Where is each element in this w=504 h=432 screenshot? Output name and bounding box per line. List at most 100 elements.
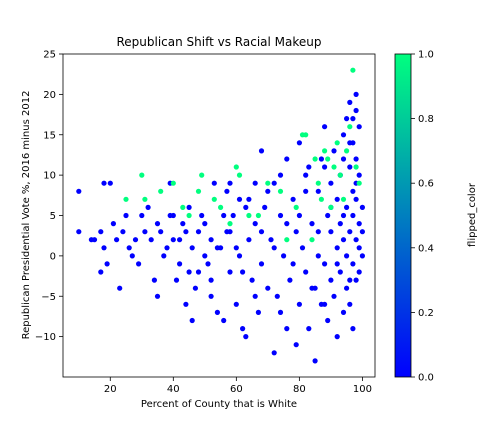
data-point bbox=[183, 301, 189, 307]
data-point bbox=[350, 116, 356, 122]
y-tick-label: 0 bbox=[50, 251, 56, 262]
data-point bbox=[328, 229, 334, 235]
data-point bbox=[271, 245, 277, 251]
data-point bbox=[315, 180, 321, 186]
data-point bbox=[252, 221, 258, 227]
data-point bbox=[353, 196, 359, 202]
data-point bbox=[350, 212, 356, 219]
y-tick-label: 10 bbox=[43, 171, 56, 182]
data-point bbox=[265, 285, 271, 291]
colorbar-tick-label: 0.2 bbox=[418, 308, 434, 319]
data-point bbox=[199, 172, 205, 178]
data-point bbox=[236, 196, 243, 202]
x-tick-label: 60 bbox=[230, 384, 243, 395]
data-point bbox=[353, 156, 359, 162]
colorbar-tick-label: 0.0 bbox=[418, 373, 434, 384]
data-point bbox=[110, 221, 116, 227]
data-point bbox=[334, 140, 340, 146]
data-point bbox=[76, 188, 82, 194]
y-axis-label: Republican Presidential Vote %, 2016 min… bbox=[21, 91, 32, 340]
data-point bbox=[284, 237, 290, 243]
data-point bbox=[356, 221, 362, 227]
data-point bbox=[139, 212, 145, 219]
data-point bbox=[240, 326, 246, 332]
data-point bbox=[284, 221, 290, 227]
data-point bbox=[331, 148, 337, 154]
data-point bbox=[136, 261, 142, 267]
data-point bbox=[277, 172, 284, 178]
data-point bbox=[334, 196, 340, 202]
data-point bbox=[303, 188, 309, 194]
data-point bbox=[208, 237, 214, 243]
y-tick-label: −5 bbox=[41, 292, 56, 303]
colorbar-frame bbox=[394, 53, 412, 378]
data-point bbox=[158, 229, 164, 235]
data-point bbox=[186, 204, 192, 210]
data-point bbox=[277, 212, 284, 219]
data-point bbox=[91, 237, 98, 243]
data-point bbox=[214, 245, 220, 251]
data-point bbox=[186, 212, 192, 219]
x-axis: 20 40 60 80 100 bbox=[104, 377, 372, 395]
data-point bbox=[356, 172, 362, 178]
data-point bbox=[258, 261, 265, 267]
y-tick-label: −10 bbox=[35, 332, 56, 343]
data-point bbox=[177, 237, 183, 243]
data-point bbox=[183, 229, 189, 235]
data-point bbox=[350, 67, 356, 73]
colorbar bbox=[395, 54, 411, 377]
data-point bbox=[322, 124, 328, 130]
data-point bbox=[309, 285, 315, 291]
data-point bbox=[164, 245, 170, 251]
data-point bbox=[340, 212, 347, 219]
data-point bbox=[170, 237, 176, 243]
data-point bbox=[296, 140, 302, 146]
data-point bbox=[344, 204, 350, 210]
data-point bbox=[337, 221, 343, 227]
data-point bbox=[328, 180, 334, 186]
data-point bbox=[344, 148, 350, 154]
data-point bbox=[309, 237, 315, 243]
x-axis-label: Percent of County that is White bbox=[141, 399, 297, 410]
y-tick-label: 20 bbox=[43, 90, 56, 101]
data-point bbox=[208, 277, 214, 283]
data-point bbox=[123, 196, 129, 202]
data-point bbox=[202, 221, 208, 227]
data-point bbox=[230, 212, 236, 219]
plot-area bbox=[76, 67, 365, 364]
data-point bbox=[315, 229, 321, 235]
data-point bbox=[340, 132, 347, 138]
data-point bbox=[359, 229, 365, 235]
data-point bbox=[322, 164, 328, 170]
data-point bbox=[107, 180, 113, 186]
data-point bbox=[132, 237, 139, 243]
data-point bbox=[296, 212, 302, 219]
data-point bbox=[347, 277, 353, 283]
data-point bbox=[205, 261, 211, 267]
data-point bbox=[262, 204, 268, 210]
data-point bbox=[192, 285, 198, 291]
data-point bbox=[347, 99, 353, 105]
data-point bbox=[325, 212, 331, 219]
data-point bbox=[117, 285, 123, 291]
data-point bbox=[233, 301, 239, 307]
data-point bbox=[202, 253, 208, 259]
data-point bbox=[325, 317, 331, 324]
data-point bbox=[271, 350, 277, 356]
data-point bbox=[148, 237, 154, 243]
data-point bbox=[233, 164, 239, 170]
data-point bbox=[252, 293, 258, 299]
y-tick-label: 5 bbox=[50, 211, 56, 222]
colorbar-tick-label: 0.4 bbox=[418, 243, 434, 254]
data-point bbox=[227, 180, 233, 186]
data-point bbox=[290, 196, 296, 202]
data-point bbox=[170, 212, 176, 219]
data-point bbox=[325, 156, 331, 162]
chart-title: Republican Shift vs Racial Makeup bbox=[116, 35, 321, 49]
data-point bbox=[353, 91, 359, 97]
data-point bbox=[322, 301, 328, 307]
data-point bbox=[246, 212, 252, 219]
data-point bbox=[139, 172, 145, 178]
data-point bbox=[356, 180, 362, 186]
data-point bbox=[211, 180, 217, 186]
